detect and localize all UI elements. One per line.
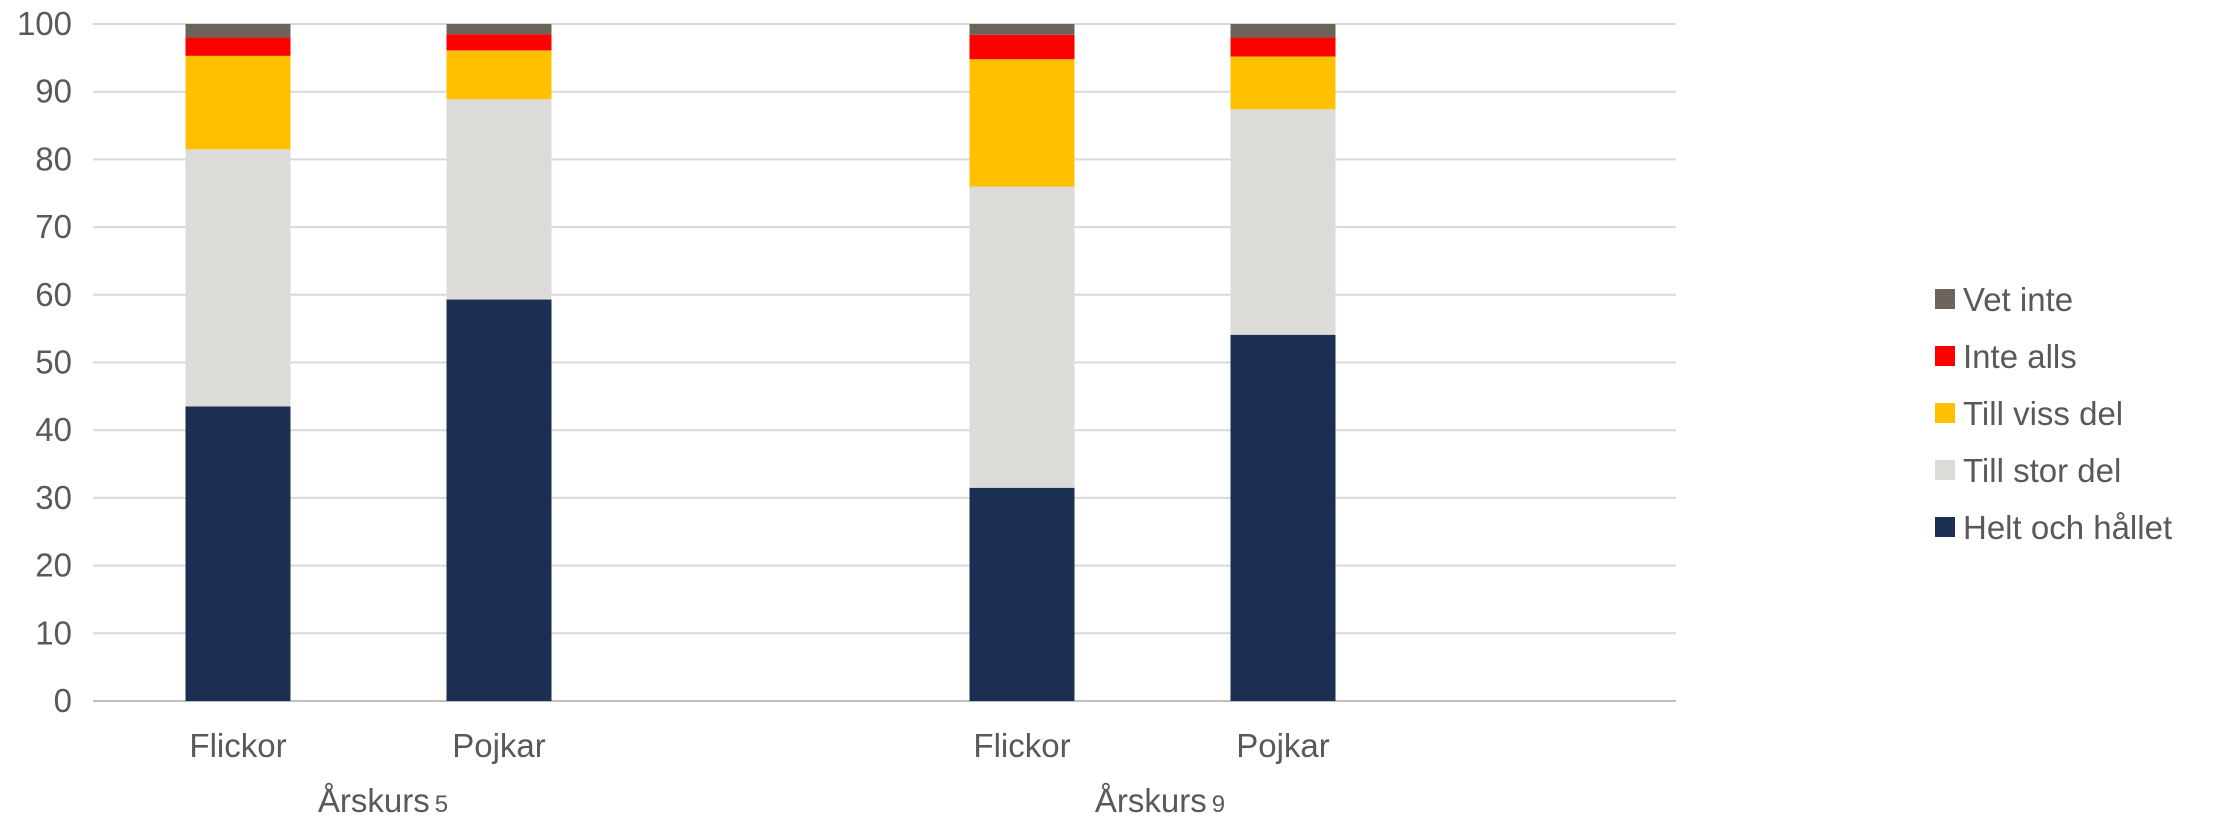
bar-segment — [185, 37, 291, 56]
legend-label: Till stor del — [1963, 452, 2121, 489]
y-tick-label: 60 — [35, 276, 72, 313]
legend-swatch — [1935, 460, 1955, 480]
bar-segment — [446, 24, 552, 35]
bar-segment — [1230, 24, 1336, 38]
bar-segment — [185, 406, 291, 701]
x-group-label: Årskurs 9 — [1095, 782, 1225, 819]
y-tick-label: 70 — [35, 208, 72, 245]
legend-label: Inte alls — [1963, 338, 2077, 375]
legend-swatch — [1935, 289, 1955, 309]
y-tick-label: 20 — [35, 547, 72, 584]
x-category-label: Flickor — [189, 727, 286, 764]
y-tick-label: 30 — [35, 479, 72, 516]
y-tick-label: 10 — [35, 614, 72, 651]
x-group-label: Årskurs 5 — [318, 782, 448, 819]
legend-swatch — [1935, 346, 1955, 366]
bar-segment — [1230, 56, 1336, 110]
bar-segment — [185, 149, 291, 407]
bars — [185, 24, 1336, 701]
bar-segment — [969, 24, 1075, 35]
x-category-label: Pojkar — [1236, 727, 1330, 764]
x-category-label: Flickor — [973, 727, 1070, 764]
bar-segment — [185, 55, 291, 150]
y-tick-label: 80 — [35, 140, 72, 177]
grid-lines — [93, 23, 1676, 702]
bar-segment — [446, 34, 552, 51]
bar-segment — [969, 186, 1075, 488]
legend-label: Vet inte — [1963, 281, 2073, 318]
y-tick-label: 0 — [54, 682, 72, 719]
bar-segment — [446, 50, 552, 100]
legend-label: Till viss del — [1963, 395, 2123, 432]
bar-segment — [969, 487, 1075, 701]
bar-segment — [446, 299, 552, 701]
bar-segment — [1230, 37, 1336, 57]
legend: Vet inte Inte alls Till viss del Till stor … — [1935, 281, 2172, 546]
legend-label: Helt och hållet — [1963, 509, 2172, 546]
legend-swatch — [1935, 517, 1955, 537]
bar-segment — [185, 24, 291, 38]
bar-segment — [1230, 334, 1336, 701]
bar-segment — [969, 59, 1075, 187]
y-tick-label: 50 — [35, 344, 72, 381]
bar-segment — [446, 99, 552, 300]
y-tick-label: 40 — [35, 411, 72, 448]
y-tick-label: 90 — [35, 73, 72, 110]
y-tick-label: 100 — [17, 5, 72, 42]
bar-segment — [969, 34, 1075, 60]
bar-segment — [1230, 109, 1336, 335]
legend-swatch — [1935, 403, 1955, 423]
x-category-label: Pojkar — [452, 727, 546, 764]
